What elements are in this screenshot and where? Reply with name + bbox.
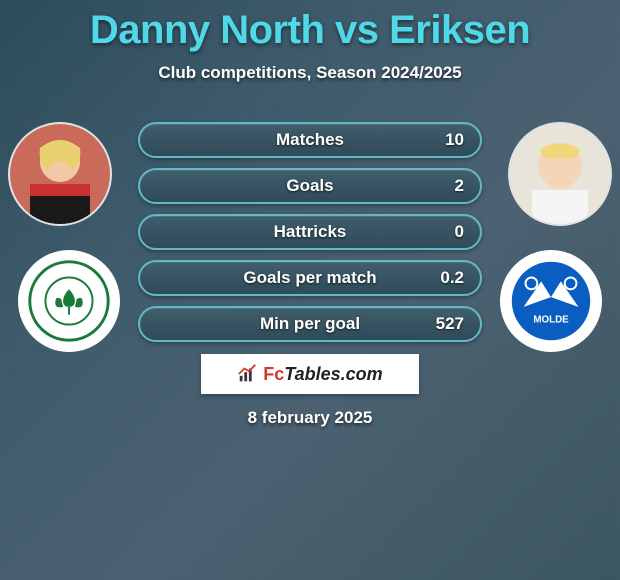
stat-right-value: 0: [439, 216, 480, 248]
club-right-badge: MOLDE: [500, 250, 602, 352]
brand-accent: Fc: [263, 364, 284, 384]
stat-row-matches: Matches 10: [138, 122, 482, 158]
date-text: 8 february 2025: [0, 408, 620, 428]
stat-row-goals: Goals 2: [138, 168, 482, 204]
brand-rest: Tables.com: [284, 364, 382, 384]
stat-row-goals-per-match: Goals per match 0.2: [138, 260, 482, 296]
stat-right-value: 10: [429, 124, 480, 156]
stats-container: Matches 10 Goals 2 Hattricks 0 Goals per…: [138, 122, 482, 342]
subtitle: Club competitions, Season 2024/2025: [0, 63, 620, 83]
stat-label: Hattricks: [140, 216, 480, 248]
stat-right-value: 527: [420, 308, 480, 340]
stat-row-min-per-goal: Min per goal 527: [138, 306, 482, 342]
page-title: Danny North vs Eriksen: [0, 0, 620, 53]
club-left-badge: [18, 250, 120, 352]
stat-label: Goals: [140, 170, 480, 202]
brand-text: FcTables.com: [263, 364, 382, 385]
player-left-avatar: [8, 122, 112, 226]
stat-right-value: 2: [439, 170, 480, 202]
chart-icon: [237, 363, 259, 385]
avatar-placeholder-icon: [10, 124, 110, 224]
club-badge-icon: MOLDE: [502, 252, 600, 350]
stat-right-value: 0.2: [424, 262, 480, 294]
avatar-placeholder-icon: [510, 124, 610, 224]
stat-row-hattricks: Hattricks 0: [138, 214, 482, 250]
player-right-avatar: [508, 122, 612, 226]
club-badge-icon: [20, 252, 118, 350]
brand-box: FcTables.com: [201, 354, 419, 394]
svg-text:MOLDE: MOLDE: [533, 315, 569, 326]
